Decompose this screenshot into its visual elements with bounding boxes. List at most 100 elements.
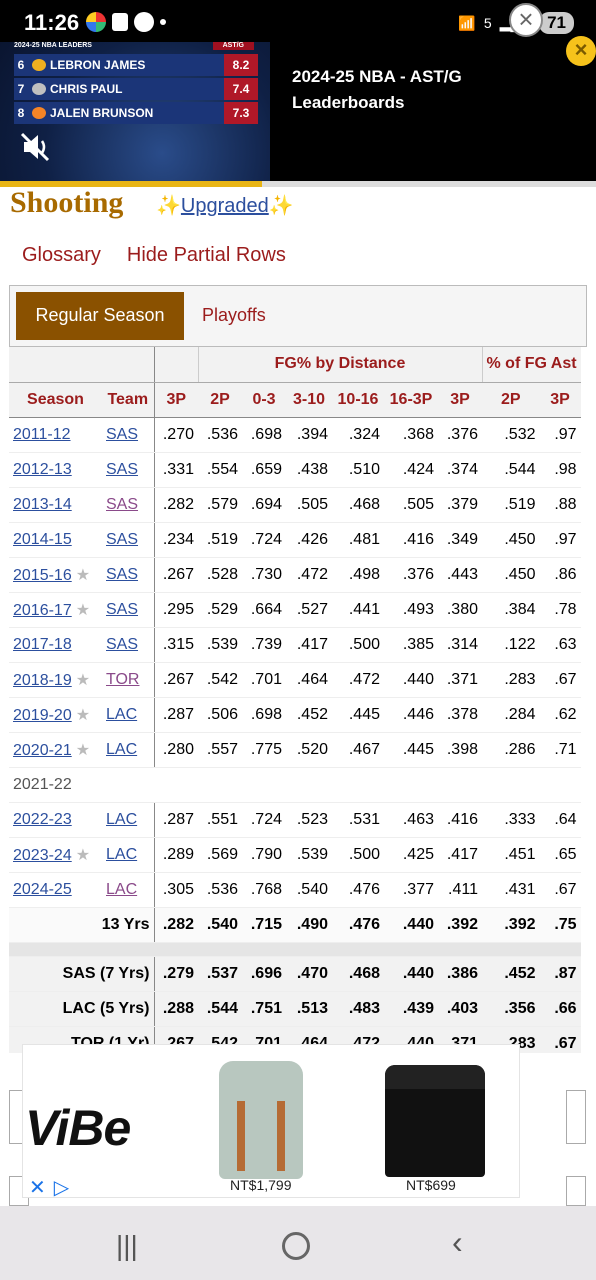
season-link[interactable]: 2018-19 [13, 671, 72, 689]
season-cell[interactable]: 2014-15 [9, 522, 102, 558]
column-header[interactable]: Season [9, 382, 102, 418]
season-cell[interactable]: 2019-20 ★ [9, 697, 102, 733]
season-cell[interactable]: 2013-14 [9, 487, 102, 523]
team-cell[interactable]: SAS [102, 627, 155, 663]
season-link[interactable]: 2023-24 [13, 846, 72, 864]
ad-headline[interactable]: 2024-25 NBA - AST/G Leaderboards [292, 64, 552, 116]
table-overheader: FG% by Distance % of FG Ast [9, 347, 581, 383]
season-cell[interactable]: 2015-16 ★ [9, 557, 102, 593]
team-cell[interactable]: TOR [102, 662, 155, 698]
ad-brand-logo[interactable]: ViBe [25, 1100, 131, 1156]
team-cell[interactable]: SAS [102, 557, 155, 593]
mute-icon[interactable] [20, 132, 52, 162]
season-cell[interactable]: 2020-21 ★ [9, 732, 102, 768]
team-link[interactable]: LAC [106, 810, 138, 828]
team-link[interactable]: SAS [106, 600, 139, 618]
upgraded-link[interactable]: ✨Upgraded✨ [156, 193, 294, 218]
tab-regular-season[interactable]: Regular Season [16, 292, 184, 340]
season-cell[interactable]: 2012-13 [9, 452, 102, 488]
season-cell[interactable]: 2017-18 [9, 627, 102, 663]
adchoices-icon[interactable]: ▷ [53, 1177, 70, 1199]
ad-price[interactable]: NT$1,799 [230, 1177, 292, 1193]
recent-apps-icon[interactable]: ||| [116, 1230, 138, 1261]
column-header[interactable]: 3P [539, 382, 581, 418]
backpack-image-black[interactable] [385, 1065, 485, 1177]
hide-partial-rows-link[interactable]: Hide Partial Rows [126, 244, 286, 266]
team-cell[interactable]: LAC [102, 872, 155, 908]
ad-headline-line1: 2024-25 NBA - AST/G [292, 67, 462, 86]
column-header[interactable]: 10-16 [332, 382, 384, 418]
team-link[interactable]: SAS [106, 635, 139, 653]
column-header[interactable]: 3P [154, 382, 198, 418]
team-link[interactable]: SAS [106, 530, 139, 548]
stat-cell: .377 [384, 872, 438, 908]
team-cell[interactable]: LAC [102, 802, 155, 838]
stat-cell: .468 [332, 956, 384, 992]
season-link[interactable]: 2022-23 [13, 810, 72, 828]
team-link[interactable]: LAC [106, 880, 138, 898]
season-link[interactable]: 2020-21 [13, 741, 72, 759]
stat-cell: .376 [438, 417, 482, 453]
upgraded-label: Upgraded [180, 195, 269, 217]
season-cell[interactable]: 2016-17 ★ [9, 592, 102, 628]
team-cell[interactable]: LAC [102, 837, 155, 873]
glossary-link[interactable]: Glossary [22, 244, 101, 266]
column-header[interactable]: 3P [438, 382, 482, 418]
team-cell[interactable]: LAC [102, 697, 155, 733]
season-link[interactable]: 2024-25 [13, 880, 72, 898]
ad-video[interactable]: 2024-25 NBA LEADERS AST/G 6 LEBRON JAMES… [0, 42, 270, 181]
season-link[interactable]: 2013-14 [13, 495, 72, 513]
ad-close-button[interactable]: × [509, 3, 543, 37]
tab-playoffs[interactable]: Playoffs [202, 305, 266, 325]
ad-price[interactable]: NT$699 [406, 1177, 456, 1193]
column-header[interactable]: 3-10 [286, 382, 332, 418]
team-cell[interactable]: SAS [102, 592, 155, 628]
back-icon[interactable]: ‹ [452, 1224, 463, 1260]
stat-cell: .698 [242, 697, 286, 733]
dot-icon [160, 19, 166, 25]
stat-cell: .438 [286, 452, 332, 488]
close-icon[interactable]: × [566, 36, 596, 66]
stat-cell: .694 [242, 487, 286, 523]
team-cell[interactable]: SAS [102, 452, 155, 488]
season-link[interactable]: 2019-20 [13, 706, 72, 724]
column-header[interactable]: 2P [198, 382, 242, 418]
team-link[interactable]: TOR [106, 670, 140, 688]
banner-ad[interactable]: ViBe NT$1,799 NT$699 ✕ ▷ [22, 1044, 520, 1200]
season-cell[interactable]: 2023-24 ★ [9, 837, 102, 873]
column-header[interactable]: 16-3P [384, 382, 438, 418]
column-header[interactable]: 2P [482, 382, 540, 418]
season-link[interactable]: 2012-13 [13, 460, 72, 478]
season-cell[interactable]: 2024-25 [9, 872, 102, 908]
season-link[interactable]: 2016-17 [13, 601, 72, 619]
home-icon[interactable] [282, 1232, 310, 1260]
team-link[interactable]: LAC [106, 705, 138, 723]
team-cell[interactable]: SAS [102, 487, 155, 523]
leader-value: 8.2 [224, 54, 258, 76]
close-icon[interactable]: ✕ [29, 1177, 46, 1199]
team-link[interactable]: LAC [106, 845, 138, 863]
stat-cell: .440 [384, 956, 438, 992]
shooting-table-container[interactable]: FG% by Distance % of FG Ast Season Team … [9, 347, 596, 1053]
season-link[interactable]: 2015-16 [13, 566, 72, 584]
backpack-image-green[interactable] [219, 1061, 303, 1179]
column-header[interactable]: 0-3 [242, 382, 286, 418]
season-link[interactable]: 2011-12 [13, 425, 71, 443]
season-link[interactable]: 2017-18 [13, 635, 72, 653]
video-ad[interactable]: 2024-25 NBA LEADERS AST/G 6 LEBRON JAMES… [0, 36, 596, 181]
team-cell[interactable]: SAS [102, 417, 155, 453]
ad-choices[interactable]: ✕ ▷ [29, 1175, 69, 1200]
team-link[interactable]: SAS [106, 460, 139, 478]
season-cell[interactable]: 2018-19 ★ [9, 662, 102, 698]
season-link[interactable]: 2014-15 [13, 530, 72, 548]
season-cell[interactable]: 2011-12 [9, 417, 102, 453]
column-header[interactable]: Team [102, 382, 155, 418]
all-star-icon: ★ [75, 741, 91, 759]
team-cell[interactable]: SAS [102, 522, 155, 558]
team-link[interactable]: SAS [106, 495, 139, 513]
team-link[interactable]: SAS [106, 425, 139, 443]
season-cell[interactable]: 2022-23 [9, 802, 102, 838]
team-link[interactable]: SAS [106, 565, 139, 583]
team-cell[interactable]: LAC [102, 732, 155, 768]
team-link[interactable]: LAC [106, 740, 138, 758]
